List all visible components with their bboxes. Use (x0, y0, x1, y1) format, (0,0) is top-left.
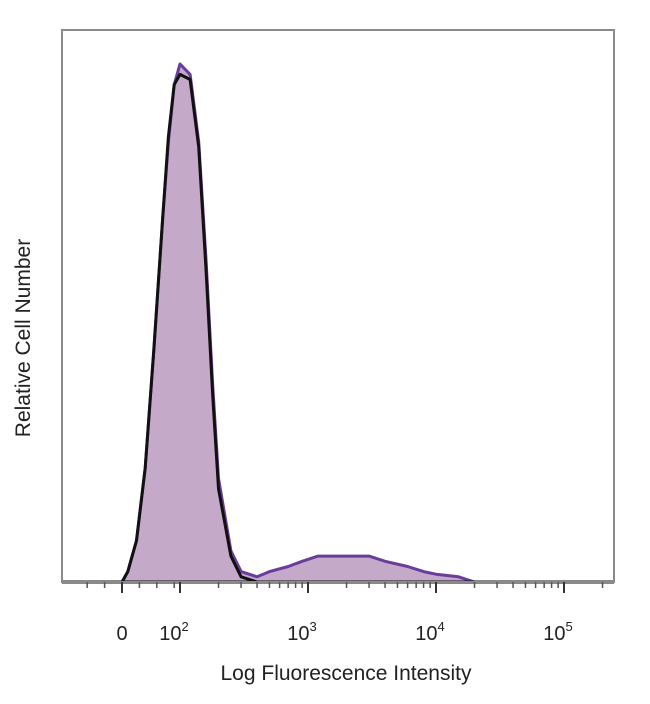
x-axis-label: Log Fluorescence Intensity (221, 662, 472, 685)
plot-layer (62, 62, 614, 584)
y-axis-label: Relative Cell Number (12, 239, 35, 437)
x-tick-label: 0 (116, 623, 127, 645)
series-control-line (120, 72, 258, 584)
x-tick-label: 103 (287, 619, 316, 645)
x-tick-label: 104 (415, 619, 444, 645)
x-axis-ticks: 0 102 103 104 105 (86, 582, 604, 645)
x-tick-label: 105 (543, 619, 572, 645)
x-tick-label: 102 (159, 619, 188, 645)
series-stained-area (122, 64, 475, 582)
plot-frame (61, 29, 615, 583)
